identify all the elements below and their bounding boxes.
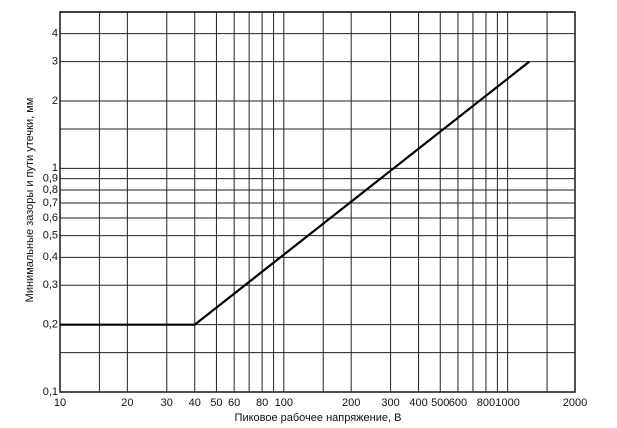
x-tick-label: 30 [161,397,173,409]
x-tick-label: 80 [256,397,268,409]
y-tick-label: 0,6 [43,212,58,224]
y-tick-label: 4 [52,28,58,40]
x-tick-label: 2000 [563,397,587,409]
y-tick-label: 0,5 [43,230,58,242]
y-tick-label: 0,2 [43,319,58,331]
y-tick-label: 0,9 [43,172,58,184]
x-tick-label: 10 [54,397,66,409]
y-tick-label: 1 [52,162,58,174]
y-tick-label: 2 [52,95,58,107]
x-tick-label: 800 [477,397,495,409]
x-tick-label: 20 [121,397,133,409]
x-tick-label: 1000 [495,397,519,409]
y-tick-label: 0,8 [43,184,58,196]
x-tick-label: 60 [228,397,240,409]
y-axis-label: Минимальные зазоры и пути утечки, мм [24,98,36,303]
data-line [60,60,530,326]
x-axis-label: Пиковое рабочее напряжение, В [235,412,402,424]
x-tick-label: 100 [275,397,293,409]
y-tick-label: 0,4 [43,251,58,263]
y-tick-label: 0,3 [43,279,58,291]
x-tick-label: 300 [381,397,399,409]
y-tick-label: 0,7 [43,197,58,209]
x-tick-label: 200 [342,397,360,409]
y-tick-label: 3 [52,56,58,68]
x-tick-label: 400 [409,397,427,409]
y-tick-label: 0,1 [43,386,58,398]
x-tick-label: 40 [189,397,201,409]
x-tick-label: 600 [449,397,467,409]
x-tick-label: 50 [210,397,222,409]
x-tick-label: 500 [431,397,449,409]
